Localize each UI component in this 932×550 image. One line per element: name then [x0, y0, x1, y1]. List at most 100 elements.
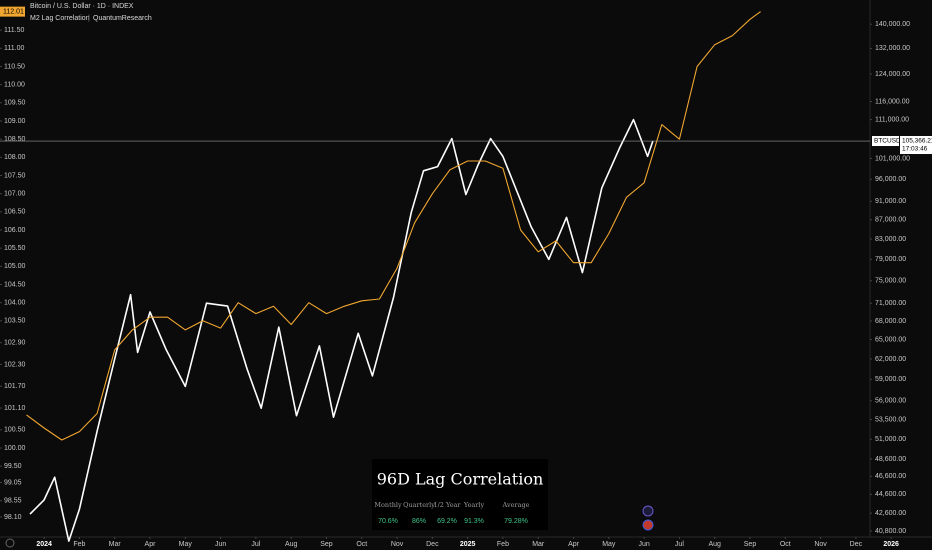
- y2-tick-label: 62,000.00: [875, 356, 906, 363]
- x-tick-label: 2025: [460, 541, 476, 548]
- y-tick-label: 100.50: [4, 427, 26, 434]
- last-price-label: 105,366.21: [902, 138, 932, 145]
- x-tick-label: Oct: [356, 541, 367, 548]
- series-line: [26, 11, 761, 441]
- y2-tick-label: 46,600.00: [875, 473, 906, 480]
- y-tick-label: 99.50: [4, 463, 22, 470]
- y-tick-label: 106.00: [4, 227, 26, 234]
- x-tick-label: Jul: [675, 541, 684, 548]
- y-tick-label: 99.05: [4, 479, 22, 486]
- y-tick-label: 104.50: [4, 281, 26, 288]
- y2-tick-label: 53,500.00: [875, 416, 906, 423]
- y-tick-label: 104.00: [4, 299, 26, 306]
- table-header: Average: [502, 501, 530, 509]
- correlation-table: 96D Lag Correlation Monthly Quarterly1/2 …: [372, 459, 548, 530]
- y-tick-label: 100.00: [4, 445, 26, 452]
- y-tick-label: 110.50: [4, 63, 25, 70]
- x-tick-label: Mar: [532, 541, 545, 548]
- table-cell: 91.3%: [464, 518, 484, 525]
- x-tick-label: Nov: [814, 541, 827, 548]
- y2-tick-label: 48,600.00: [875, 456, 906, 463]
- y2-tick-label: 87,000.00: [875, 217, 906, 224]
- y-tick-label: 109.00: [4, 118, 26, 125]
- table-header: Yearly: [463, 501, 485, 509]
- table-cell: 70.6%: [378, 518, 398, 525]
- x-tick-label: Aug: [708, 541, 721, 548]
- help-icon[interactable]: [5, 538, 15, 548]
- y2-tick-label: 111,000.00: [875, 116, 909, 123]
- table-header: Monthly: [374, 501, 402, 509]
- indicator-name: M2 Lag Correlation: [30, 15, 90, 22]
- x-tick-label: 2024: [36, 541, 52, 548]
- x-tick-label: Apr: [568, 541, 580, 548]
- x-tick-label: 2026: [883, 541, 899, 548]
- y2-tick-label: 79,000.00: [875, 256, 906, 263]
- table-header: Quarterly: [403, 501, 435, 509]
- y2-tick-label: 71,000.00: [875, 300, 906, 307]
- y-tick-label: 110.00: [4, 81, 25, 88]
- y-tick-label: 105.50: [4, 245, 26, 252]
- x-tick-label: Oct: [780, 541, 791, 548]
- y-tick-label: 98.10: [4, 514, 22, 521]
- separator: |: [88, 15, 90, 22]
- y-tick-label: 103.50: [4, 318, 26, 325]
- y2-tick-label: 51,000.00: [875, 436, 906, 443]
- table-title: 96D Lag Correlation: [377, 470, 544, 489]
- x-tick-label: Sep: [744, 541, 757, 548]
- y-tick-label: 108.00: [4, 154, 26, 161]
- y2-tick-label: 65,000.00: [875, 336, 906, 343]
- y-tick-label: 106.50: [4, 209, 26, 216]
- x-tick-label: Mar: [109, 541, 122, 548]
- y-tick-label: 107.50: [4, 172, 26, 179]
- y2-tick-label: 40,800.00: [875, 528, 906, 535]
- y-tick-label: 102.90: [4, 339, 26, 346]
- y-tick-label: 109.50: [4, 100, 26, 107]
- x-tick-label: Feb: [497, 541, 509, 548]
- symbol-tag: [872, 136, 899, 147]
- y-tick-label: 101.10: [4, 405, 26, 412]
- table-box: [372, 459, 548, 530]
- y2-tick-label: 56,000.00: [875, 398, 906, 405]
- countdown-label: 17:03:46: [902, 146, 928, 153]
- x-tick-label: May: [179, 541, 193, 548]
- x-tick-label: Dec: [426, 541, 439, 548]
- y-tick-label: 108.50: [4, 136, 26, 143]
- table-header: 1/2 Year: [433, 501, 461, 509]
- y2-tick-label: 42,600.00: [875, 510, 906, 517]
- plot-area: [26, 11, 761, 542]
- x-tick-label: Apr: [145, 541, 157, 548]
- last-value-tag: [0, 6, 25, 17]
- x-tick-label: Nov: [391, 541, 404, 548]
- series-line: [29, 118, 654, 542]
- indicator-author: QuantumResearch: [93, 15, 152, 22]
- y2-tick-label: 59,000.00: [875, 376, 906, 383]
- x-tick-label: May: [602, 541, 616, 548]
- y2-tick-label: 101,000.00: [875, 155, 910, 162]
- symbol-label: BTCUSD: [874, 138, 901, 145]
- event-flag-icon[interactable]: [642, 519, 654, 531]
- x-tick-label: Aug: [285, 541, 298, 548]
- chart-title: Bitcoin / U.S. Dollar · 1D · INDEX: [30, 3, 134, 10]
- table-cell: 86%: [412, 518, 426, 525]
- y2-tick-label: 124,000.00: [875, 71, 910, 78]
- x-tick-label: Jul: [251, 541, 260, 548]
- table-cell: 69.2%: [437, 518, 457, 525]
- y-tick-label: 101.70: [4, 383, 26, 390]
- y2-tick-label: 91,000.00: [875, 198, 906, 205]
- y2-tick-label: 96,000.00: [875, 176, 906, 183]
- y2-tick-label: 83,000.00: [875, 236, 906, 243]
- x-tick-label: Jun: [638, 541, 649, 548]
- y-tick-label: 102.30: [4, 361, 26, 368]
- y-tick-label: 98.55: [4, 498, 22, 505]
- x-tick-label: Jun: [215, 541, 226, 548]
- event-icon[interactable]: [642, 505, 654, 517]
- y-tick-label: 111.50: [4, 27, 24, 34]
- x-tick-label: Dec: [850, 541, 863, 548]
- x-tick-label: Sep: [320, 541, 333, 548]
- y2-tick-label: 75,000.00: [875, 278, 906, 285]
- y2-tick-label: 44,600.00: [875, 491, 906, 498]
- y2-tick-label: 140,000.00: [875, 21, 910, 28]
